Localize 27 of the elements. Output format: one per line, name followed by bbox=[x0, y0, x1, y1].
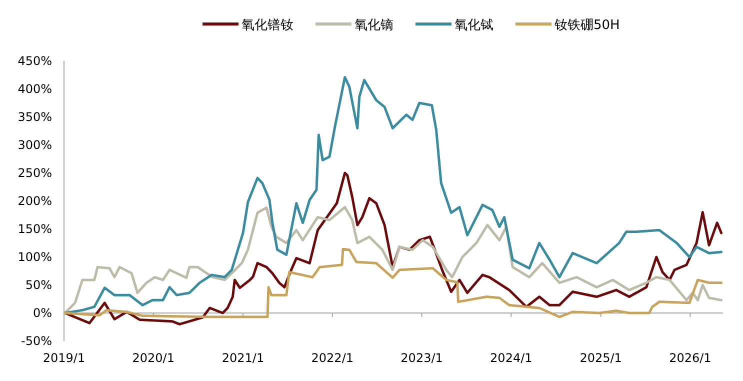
x-tick-label: 2026/1 bbox=[669, 351, 712, 365]
x-tick-label: 2025/1 bbox=[580, 351, 622, 365]
x-tick-label: 2020/1 bbox=[132, 351, 174, 365]
y-tick-label: 450% bbox=[18, 54, 52, 68]
y-tick-label: 250% bbox=[18, 166, 52, 180]
legend-label: 氧化铽 bbox=[454, 18, 494, 33]
x-tick-label: 2022/1 bbox=[311, 351, 354, 365]
line-series bbox=[64, 76, 723, 314]
y-tick-label: 200% bbox=[18, 194, 52, 208]
x-tick-label: 2023/1 bbox=[400, 351, 443, 365]
line-series bbox=[64, 206, 723, 314]
y-tick-label: 0% bbox=[32, 306, 52, 320]
y-tick-label: 350% bbox=[18, 110, 52, 124]
y-tick-label: 150% bbox=[18, 222, 52, 236]
y-tick-label: 100% bbox=[18, 250, 52, 264]
x-tick-label: 2024/1 bbox=[490, 351, 532, 365]
line-series bbox=[64, 172, 723, 326]
x-tick-label: 2019/1 bbox=[42, 351, 86, 365]
y-tick-label: 400% bbox=[18, 82, 52, 96]
legend-label: 氧化镝 bbox=[354, 18, 394, 33]
y-tick-label: 50% bbox=[25, 278, 52, 292]
y-tick-label: 300% bbox=[18, 138, 52, 152]
y-tick-label: -50% bbox=[20, 334, 52, 348]
legend-label: 氧化镨钕 bbox=[242, 18, 294, 33]
legend-label: 钕铁硼50H bbox=[554, 18, 620, 33]
line-series bbox=[64, 248, 723, 318]
x-tick-label: 2021/1 bbox=[222, 351, 264, 365]
